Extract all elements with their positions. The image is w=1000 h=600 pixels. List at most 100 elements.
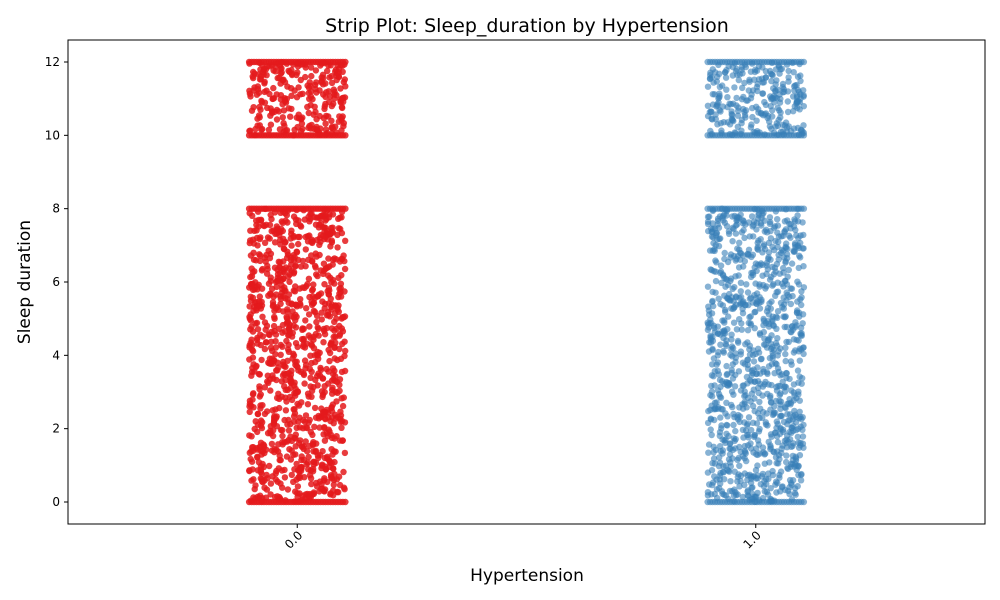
data-point: [294, 388, 302, 396]
data-point: [769, 243, 776, 250]
data-point: [283, 398, 290, 405]
data-point: [781, 229, 788, 236]
data-point: [722, 283, 729, 290]
data-point: [342, 205, 349, 212]
data-point: [288, 105, 295, 113]
data-point: [292, 301, 299, 308]
data-point: [298, 336, 306, 343]
data-point: [304, 103, 311, 111]
data-point: [336, 285, 343, 293]
data-point: [280, 268, 287, 275]
data-point: [726, 381, 733, 388]
data-point: [338, 103, 346, 111]
data-point: [326, 349, 334, 357]
chart-title: Strip Plot: Sleep_duration by Hypertensi…: [325, 15, 729, 37]
data-point: [733, 326, 741, 333]
data-point: [795, 348, 802, 355]
data-point: [330, 492, 337, 499]
data-point: [288, 242, 295, 249]
data-point: [754, 87, 761, 95]
data-point: [288, 92, 295, 100]
data-point: [341, 338, 348, 345]
data-point: [264, 234, 272, 241]
data-point: [249, 294, 257, 301]
data-point: [744, 327, 752, 334]
data-point: [267, 121, 275, 128]
data-point: [314, 452, 322, 459]
data-point: [723, 342, 730, 349]
data-point: [276, 395, 283, 403]
data-point: [338, 255, 345, 263]
data-point: [277, 456, 284, 464]
data-point: [741, 258, 748, 265]
data-point: [284, 219, 291, 226]
data-point: [731, 304, 738, 311]
data-point: [764, 422, 771, 429]
x-axis-label: Hypertension: [470, 566, 584, 586]
data-point: [294, 483, 302, 490]
data-point: [736, 404, 743, 411]
data-point: [270, 322, 278, 330]
data-point: [327, 472, 335, 479]
data-point: [745, 246, 753, 253]
data-point: [729, 285, 736, 292]
data-point: [741, 234, 748, 242]
data-point: [755, 345, 762, 352]
data-point: [306, 79, 313, 86]
data-point: [753, 219, 761, 226]
data-point: [277, 300, 284, 307]
data-point: [720, 212, 727, 220]
data-point: [790, 125, 798, 132]
points-layer: [245, 58, 808, 506]
data-point: [785, 123, 792, 130]
data-point: [285, 427, 293, 434]
data-point: [767, 218, 774, 226]
data-point: [280, 107, 288, 114]
data-point: [791, 489, 799, 497]
data-point: [340, 98, 347, 106]
data-point: [274, 493, 281, 500]
x-axis: 0.0 1.0: [282, 524, 764, 552]
data-point: [794, 104, 801, 112]
data-point: [800, 350, 807, 358]
data-point: [318, 309, 325, 316]
data-point: [328, 79, 336, 87]
data-point: [322, 120, 329, 127]
data-point: [787, 285, 794, 292]
data-point: [261, 345, 269, 353]
data-point: [759, 90, 767, 97]
data-point: [321, 383, 328, 390]
data-point: [292, 262, 299, 269]
data-point: [265, 280, 273, 287]
data-point: [738, 326, 745, 333]
data-point: [752, 350, 759, 358]
data-point: [747, 95, 755, 102]
data-point: [303, 305, 310, 312]
data-point: [713, 399, 720, 406]
data-point: [774, 279, 781, 286]
data-point: [723, 362, 730, 370]
data-point: [342, 132, 349, 139]
data-point: [737, 288, 744, 295]
data-point: [741, 470, 748, 477]
data-point: [707, 415, 714, 422]
data-point: [256, 103, 263, 111]
data-point: [336, 331, 344, 338]
data-point: [274, 271, 282, 278]
data-point: [728, 366, 735, 374]
data-point: [313, 271, 320, 278]
data-point: [740, 226, 747, 234]
data-point: [318, 388, 326, 395]
data-point: [293, 220, 300, 228]
data-point: [261, 319, 269, 326]
data-point: [744, 422, 751, 429]
data-point: [747, 445, 755, 452]
data-point: [274, 359, 281, 366]
data-point: [768, 332, 775, 339]
data-point: [265, 379, 272, 386]
data-point: [774, 243, 781, 251]
data-point: [786, 490, 793, 498]
data-point: [758, 75, 766, 82]
data-point: [720, 347, 727, 355]
